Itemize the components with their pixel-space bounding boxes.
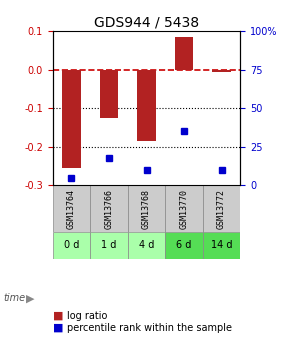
Text: 4 d: 4 d (139, 240, 154, 250)
Text: percentile rank within the sample: percentile rank within the sample (67, 323, 232, 333)
Text: log ratio: log ratio (67, 311, 108, 321)
FancyBboxPatch shape (90, 185, 128, 232)
FancyBboxPatch shape (203, 232, 240, 259)
Bar (137, 70, 156, 141)
Text: GDS944 / 5438: GDS944 / 5438 (94, 16, 199, 30)
FancyBboxPatch shape (53, 185, 90, 232)
FancyBboxPatch shape (53, 232, 90, 259)
Text: ■: ■ (53, 311, 63, 321)
Text: 0 d: 0 d (64, 240, 79, 250)
Text: 14 d: 14 d (211, 240, 232, 250)
Text: 1 d: 1 d (101, 240, 117, 250)
Text: GSM13772: GSM13772 (217, 189, 226, 229)
Bar (212, 70, 231, 71)
FancyBboxPatch shape (90, 232, 128, 259)
Text: GSM13770: GSM13770 (180, 189, 188, 229)
Text: GSM13768: GSM13768 (142, 189, 151, 229)
FancyBboxPatch shape (203, 185, 240, 232)
FancyBboxPatch shape (165, 232, 203, 259)
Text: time: time (3, 294, 25, 303)
Text: ▶: ▶ (26, 294, 35, 303)
FancyBboxPatch shape (128, 232, 165, 259)
Bar (175, 37, 193, 70)
Text: 6 d: 6 d (176, 240, 192, 250)
Text: ■: ■ (53, 323, 63, 333)
Text: GSM13764: GSM13764 (67, 189, 76, 229)
Text: GSM13766: GSM13766 (105, 189, 113, 229)
FancyBboxPatch shape (165, 185, 203, 232)
Bar (62, 70, 81, 168)
FancyBboxPatch shape (128, 185, 165, 232)
Bar (100, 70, 118, 118)
